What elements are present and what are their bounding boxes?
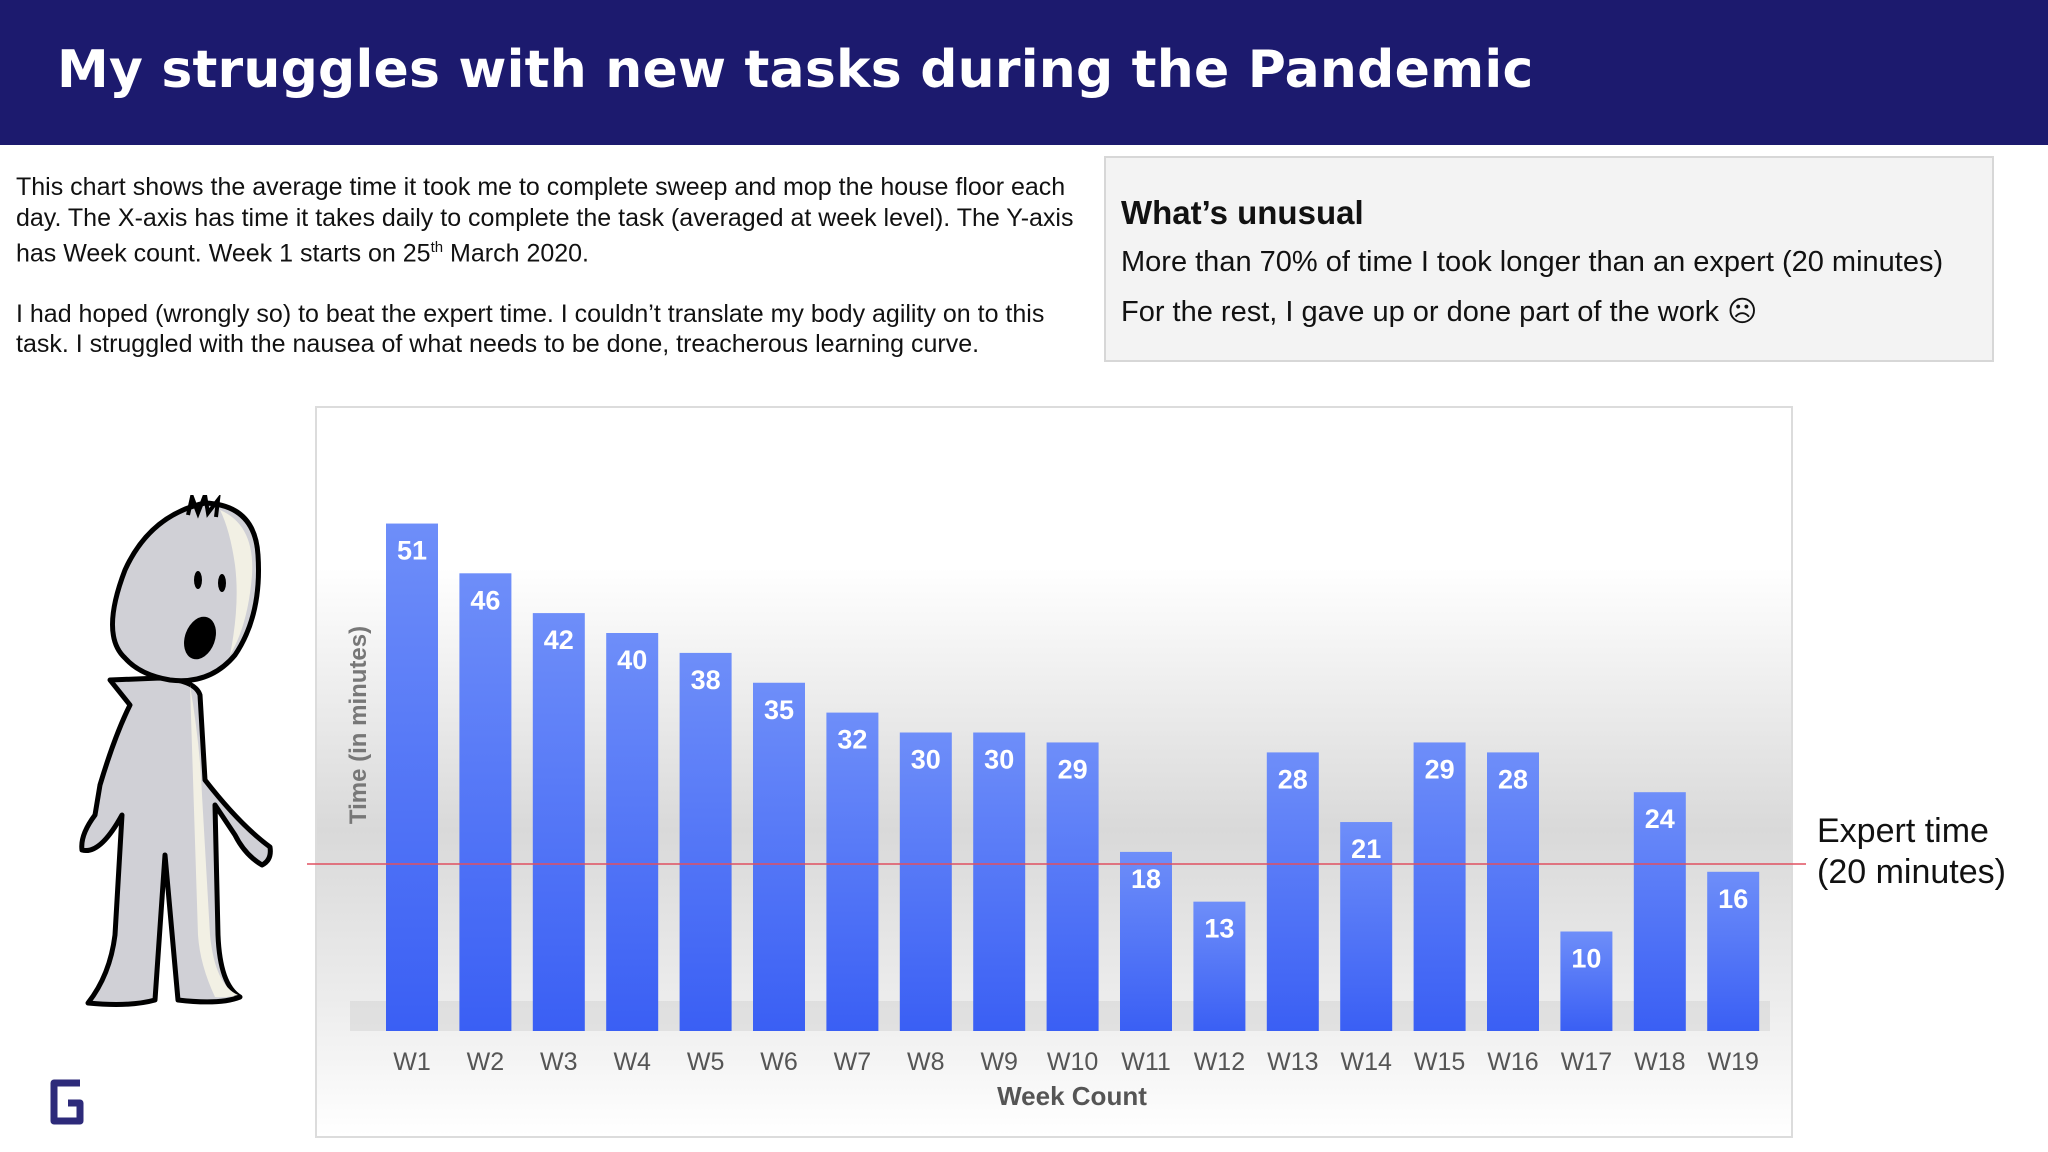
data-label-w3: 42 <box>544 625 574 655</box>
data-label-w15: 29 <box>1425 754 1455 784</box>
x-tick-w16: W16 <box>1487 1048 1538 1076</box>
expert-time-label: Expert time (20 minutes) <box>1817 811 2006 893</box>
x-tick-w15: W15 <box>1414 1048 1465 1076</box>
data-label-w1: 51 <box>397 536 427 566</box>
data-label-w2: 46 <box>470 585 500 615</box>
bar-w6 <box>753 682 805 1031</box>
page-title: My struggles with new tasks during the P… <box>57 40 1534 100</box>
title-banner: My struggles with new tasks during the P… <box>0 0 2048 145</box>
x-tick-w4: W4 <box>613 1048 651 1076</box>
callout-line-2: For the rest, I gave up or done part of … <box>1121 296 1758 328</box>
bar-w12 <box>1193 901 1246 1031</box>
data-label-w18: 24 <box>1645 804 1675 834</box>
data-label-w13: 28 <box>1278 764 1308 794</box>
x-tick-w13: W13 <box>1267 1048 1318 1076</box>
bar-w13 <box>1266 752 1319 1031</box>
x-tick-w8: W8 <box>907 1048 945 1076</box>
x-tick-w6: W6 <box>760 1048 798 1076</box>
data-label-w11: 18 <box>1131 864 1161 894</box>
bar-w19 <box>1707 871 1760 1031</box>
callout-box: What’s unusual More than 70% of time I t… <box>1104 156 1994 362</box>
intro-text: This chart shows the average time it too… <box>16 172 1076 390</box>
data-label-w17: 10 <box>1571 944 1601 974</box>
g-logo-icon <box>50 1079 84 1125</box>
x-tick-w12: W12 <box>1194 1048 1245 1076</box>
bar-w8 <box>899 732 952 1031</box>
x-tick-w18: W18 <box>1634 1048 1685 1076</box>
x-tick-w2: W2 <box>467 1048 505 1076</box>
x-tick-w3: W3 <box>540 1048 578 1076</box>
x-tick-w17: W17 <box>1561 1048 1612 1076</box>
callout-title: What’s unusual <box>1121 194 1364 231</box>
bar-w15 <box>1413 742 1466 1031</box>
data-label-w12: 13 <box>1204 914 1234 944</box>
x-tick-w14: W14 <box>1340 1048 1392 1076</box>
bars: 51 W1 46 W2 42 W3 40 W4 38 W5 35 W6 32 W7 30 W8 30 W9 29 W1… <box>350 523 1770 1076</box>
intro-paragraph-2: I had hoped (wrongly so) to beat the exp… <box>16 299 1045 359</box>
x-tick-w9: W9 <box>980 1048 1018 1076</box>
bar-w2 <box>459 573 512 1031</box>
shocked-stick-figure-icon <box>79 495 273 1007</box>
data-label-w7: 32 <box>837 725 867 755</box>
data-label-w16: 28 <box>1498 764 1528 794</box>
expert-time-label-line-1: Expert time <box>1817 812 1989 850</box>
bar-w11 <box>1120 851 1172 1031</box>
data-label-w4: 40 <box>617 645 647 675</box>
bar-w17 <box>1560 931 1613 1031</box>
data-label-w10: 29 <box>1058 754 1088 784</box>
x-tick-w1: W1 <box>393 1048 431 1076</box>
x-tick-w5: W5 <box>687 1048 725 1076</box>
bar-w5 <box>679 652 732 1031</box>
x-tick-w19: W19 <box>1707 1048 1758 1076</box>
callout-line-1: More than 70% of time I took longer than… <box>1121 246 1944 278</box>
bar-w9 <box>973 732 1026 1031</box>
y-axis-label: Time (in minutes) <box>345 626 372 824</box>
bar-w4 <box>606 633 659 1031</box>
bar-w7 <box>826 712 879 1031</box>
data-label-w6: 35 <box>764 695 794 725</box>
bar-w14 <box>1340 822 1393 1031</box>
bar-w3 <box>532 613 585 1031</box>
intro-paragraph-1: This chart shows the average time it too… <box>16 173 1074 268</box>
expert-time-label-line-2: (20 minutes) <box>1817 853 2006 891</box>
x-axis-label: Week Count <box>997 1081 1147 1111</box>
bar-w10 <box>1046 742 1099 1031</box>
data-label-w19: 16 <box>1718 884 1748 914</box>
x-tick-w10: W10 <box>1047 1048 1098 1076</box>
bar-w16 <box>1487 752 1539 1031</box>
x-tick-w11: W11 <box>1121 1048 1171 1076</box>
bar-w18 <box>1633 792 1686 1031</box>
data-label-w8: 30 <box>911 745 941 775</box>
bar-w1 <box>386 523 438 1031</box>
data-label-w5: 38 <box>691 665 721 695</box>
x-tick-w7: W7 <box>834 1048 872 1076</box>
data-label-w9: 30 <box>984 745 1014 775</box>
data-label-w14: 21 <box>1351 834 1381 864</box>
